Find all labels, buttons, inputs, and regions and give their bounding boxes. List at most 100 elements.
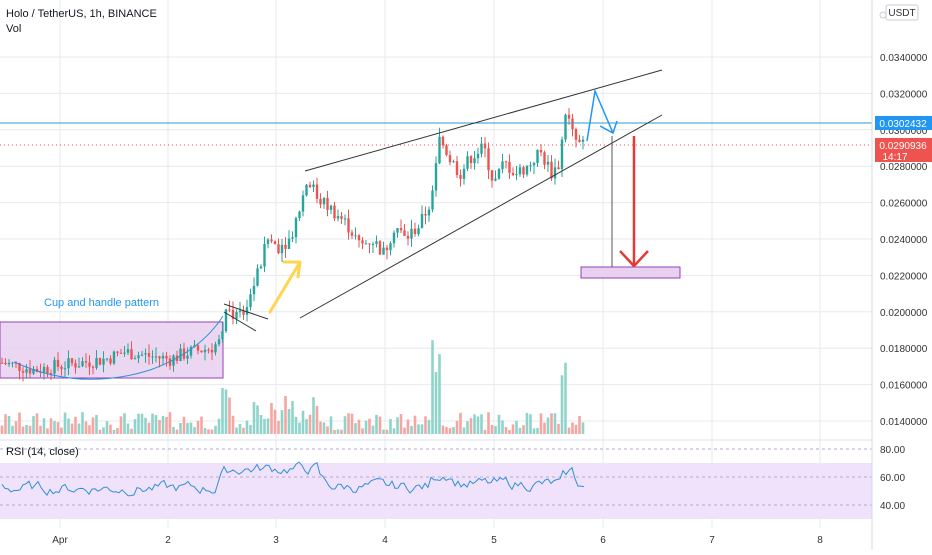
volume-bar xyxy=(172,426,175,434)
volume-bar xyxy=(315,405,319,434)
candle-body xyxy=(7,362,11,365)
volume-bar xyxy=(151,413,154,434)
candle-body xyxy=(343,218,347,220)
volume-bar xyxy=(532,428,536,434)
candle-body xyxy=(228,309,231,311)
candle-body xyxy=(550,161,553,179)
volume-bar xyxy=(207,429,210,434)
candle-body xyxy=(420,214,424,229)
line-price-tag xyxy=(875,116,932,130)
volume-bar xyxy=(469,418,473,434)
candle-body xyxy=(469,156,473,164)
candle-body xyxy=(504,161,508,163)
candle-body xyxy=(4,362,7,365)
volume-bar xyxy=(109,424,112,434)
volume-bar xyxy=(364,420,368,434)
wedge-lower-line xyxy=(299,114,663,319)
volume-bar xyxy=(543,422,546,434)
volume-bar xyxy=(497,414,501,434)
volume-bar xyxy=(354,423,357,434)
candle-body xyxy=(165,355,168,359)
candle-body xyxy=(403,230,406,236)
candle-body xyxy=(137,355,140,359)
volume-bar xyxy=(567,427,571,434)
candle-body xyxy=(74,363,77,368)
volume-bar xyxy=(74,416,77,434)
volume-bar xyxy=(326,426,329,434)
candle-body xyxy=(396,228,399,233)
candle-body xyxy=(424,214,427,216)
candle-body xyxy=(186,355,189,359)
volume-bar xyxy=(67,418,70,434)
candle-body xyxy=(487,148,490,171)
volume-bar xyxy=(347,413,350,434)
candle-body xyxy=(46,366,49,374)
candle-body xyxy=(21,371,25,373)
candle-body xyxy=(522,167,525,175)
volume-bar xyxy=(81,412,84,434)
candle-body xyxy=(410,228,413,239)
price-tick-label: 0.0260000 xyxy=(880,199,928,210)
volume-bar xyxy=(553,413,557,434)
volume-bar xyxy=(14,421,18,434)
currency-badge-label: USDT xyxy=(888,8,915,19)
candle-body xyxy=(312,184,315,188)
candle-body xyxy=(560,139,564,170)
candle-body xyxy=(109,358,112,364)
candle-body xyxy=(445,145,448,156)
candle-body xyxy=(399,228,403,231)
candle-body xyxy=(249,294,252,308)
candle-body xyxy=(161,355,165,359)
time-tick-label: 8 xyxy=(817,535,823,546)
candle-body xyxy=(273,241,277,245)
candle-body xyxy=(375,241,378,244)
volume-bar xyxy=(441,425,445,434)
candle-body xyxy=(553,167,557,179)
candle-body xyxy=(364,243,368,245)
time-tick-label: Apr xyxy=(52,535,68,546)
candle-body xyxy=(333,205,336,219)
volume-bar xyxy=(490,424,494,434)
candle-body xyxy=(105,358,109,360)
candle-body xyxy=(536,149,539,164)
candle-body xyxy=(354,235,357,237)
rsi-tick-label: 60.00 xyxy=(880,473,905,484)
candle-body xyxy=(214,344,217,353)
volume-bar xyxy=(7,415,11,434)
rsi-label: RSI (14, close) xyxy=(6,446,79,458)
candle-body xyxy=(259,266,263,269)
volume-bar xyxy=(508,429,511,434)
volume-bar xyxy=(406,419,410,434)
volume-bar xyxy=(578,415,581,434)
candle-body xyxy=(221,331,224,340)
volume-bar xyxy=(448,428,452,434)
candle-body xyxy=(56,359,60,367)
volume-bar xyxy=(130,428,133,434)
candle-body xyxy=(329,205,333,210)
volume-bar xyxy=(375,414,378,434)
volume-bar xyxy=(242,427,245,434)
candle-body xyxy=(371,243,375,245)
volume-bar xyxy=(42,418,46,434)
candle-body xyxy=(476,153,480,159)
candle-body xyxy=(116,351,119,353)
candle-body xyxy=(350,232,354,236)
price-scale[interactable] xyxy=(872,0,932,550)
candle-body xyxy=(434,163,438,191)
volume-bar xyxy=(410,425,413,434)
currency-badge[interactable] xyxy=(885,4,919,21)
volume-bar xyxy=(88,425,91,434)
candle-body xyxy=(203,349,207,353)
volume-bar xyxy=(0,425,4,434)
candle-body xyxy=(168,358,172,366)
volume-bar xyxy=(165,417,168,434)
candle-body xyxy=(571,118,574,130)
volume-bar xyxy=(221,387,224,434)
candle-body xyxy=(357,235,361,241)
volume-bar xyxy=(403,427,406,434)
volume-bar xyxy=(511,424,515,434)
price-tick-label: 0.0200000 xyxy=(880,308,928,319)
time-tick-label: 2 xyxy=(165,535,171,546)
